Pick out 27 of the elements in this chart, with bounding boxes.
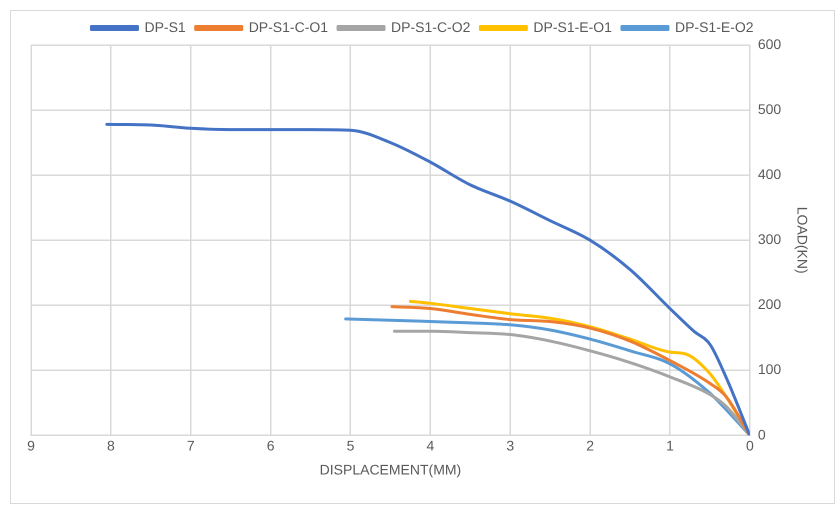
legend-label: DP-S1-C-O1 (248, 18, 328, 35)
x-tick-label: 7 (186, 438, 195, 454)
x-axis-title: DISPLACEMENT(MM) (320, 461, 462, 478)
line-series (392, 330, 750, 436)
legend-label: DP-S1-E-O2 (674, 18, 754, 35)
x-tick-label: 2 (586, 438, 594, 454)
legend-label: DP-S1-E-O1 (533, 18, 612, 35)
y-tick-label: 200 (758, 296, 782, 312)
y-axis-title: LOAD(KN) (794, 206, 811, 274)
y-tick-label: 0 (758, 426, 766, 442)
x-tick-label: 3 (506, 438, 514, 454)
line-series (344, 317, 750, 436)
x-tick-label: 1 (666, 438, 674, 454)
y-tick-label: 500 (758, 100, 782, 117)
line-series (105, 122, 750, 436)
x-tick-label: 6 (266, 438, 275, 454)
y-tick-label: 600 (758, 36, 782, 52)
legend-label: DP-S1 (144, 18, 186, 35)
y-tick-label: 400 (758, 166, 782, 182)
x-tick-label: 5 (346, 438, 355, 454)
legend-label: DP-S1-C-O2 (391, 18, 471, 35)
x-tick-label: 0 (746, 438, 754, 454)
y-tick-label: 300 (758, 231, 782, 248)
y-tick-label: 100 (758, 361, 782, 378)
x-tick-label: 4 (426, 438, 434, 454)
x-tick-label: 8 (106, 438, 115, 454)
x-tick-label: 9 (27, 438, 36, 454)
